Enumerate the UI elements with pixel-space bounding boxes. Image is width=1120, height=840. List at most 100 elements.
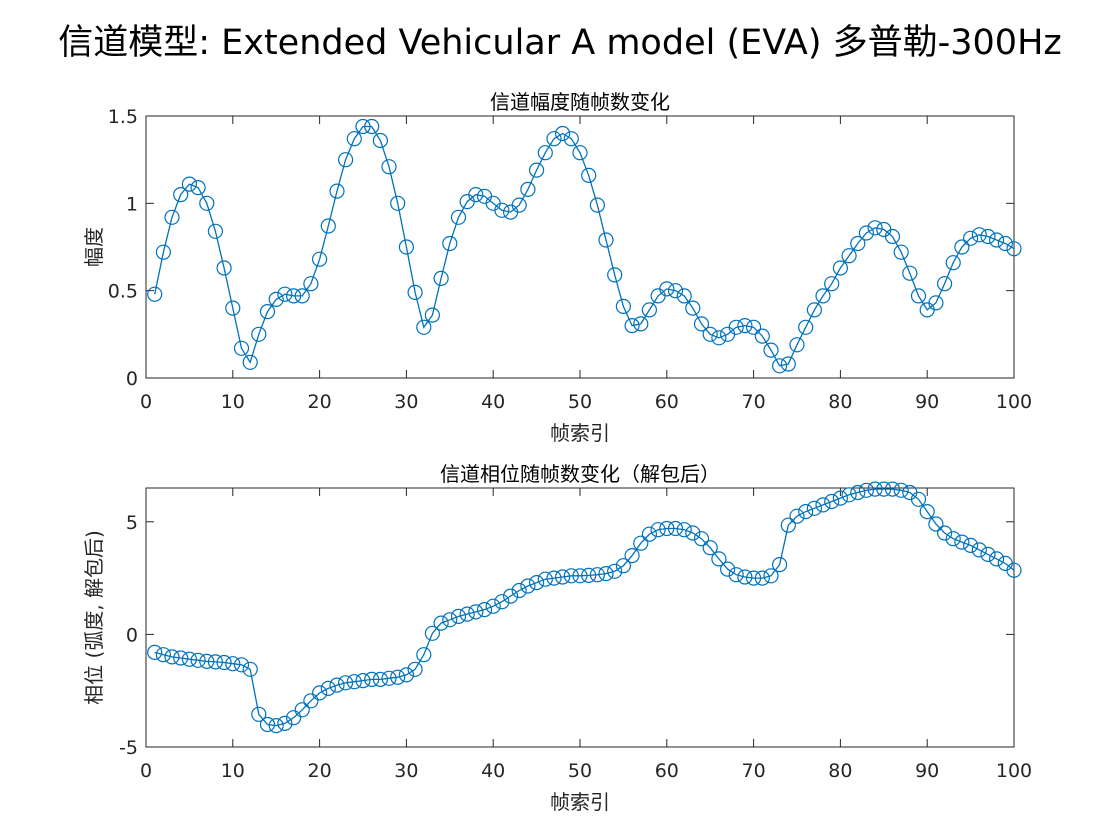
amplitude-ytick-label: 1 — [126, 193, 138, 215]
phase-xtick-label: 30 — [394, 760, 418, 782]
amplitude-data-point — [381, 159, 397, 175]
amplitude-data-point — [867, 220, 883, 236]
amplitude-data-point — [546, 131, 562, 147]
amplitude-data-point — [572, 145, 588, 161]
phase-data-point — [164, 649, 180, 665]
phase-data-point — [667, 520, 684, 537]
amplitude-data-point — [962, 230, 979, 246]
phase-subplot: 0 10 20 30 40 50 60 70 80 90 100-505信道相位随帧数变化（解包后）… — [82, 462, 1032, 814]
phase-data-point — [980, 546, 996, 563]
amplitude-data-point — [789, 337, 805, 353]
phase-data-point — [476, 601, 493, 618]
amplitude-data-point — [702, 326, 718, 342]
amplitude-data-point — [173, 187, 189, 203]
phase-data-point — [676, 522, 692, 538]
amplitude-data-point — [858, 225, 875, 241]
amplitude-ylabel: 幅度 — [82, 227, 106, 267]
amplitude-data-point — [633, 316, 649, 332]
phase-data-point — [893, 482, 909, 498]
amplitude-data-point — [667, 283, 684, 299]
phase-data-point — [971, 542, 987, 558]
amplitude-data-point — [780, 356, 796, 372]
amplitude-title: 信道幅度随帧数变化 — [490, 90, 670, 114]
amplitude-data-point — [277, 286, 293, 302]
amplitude-data-point — [763, 342, 779, 358]
phase-data-point — [745, 570, 762, 586]
amplitude-xtick-label: 0 — [140, 391, 152, 413]
amplitude-data-point — [259, 304, 276, 320]
phase-data-point — [815, 497, 831, 513]
phase-data-point — [381, 670, 397, 686]
phase-data-point — [537, 571, 553, 587]
phase-data-point — [199, 653, 215, 670]
amplitude-data-point — [442, 235, 458, 252]
amplitude-data-point — [450, 209, 467, 225]
amplitude-data-point — [902, 265, 918, 281]
phase-xtick-label: 90 — [915, 760, 939, 782]
amplitude-xtick-label: 100 — [996, 391, 1032, 413]
amplitude-data-point — [841, 248, 857, 264]
phase-data-point — [416, 647, 432, 663]
amplitude-data-point — [364, 118, 380, 135]
amplitude-data-point — [207, 223, 223, 239]
phase-ylabel: 相位 (弧度, 解包后) — [82, 530, 106, 705]
phase-data-point — [268, 717, 284, 734]
amplitude-data-point — [884, 228, 901, 245]
phase-data-point — [329, 677, 345, 693]
amplitude-data-point — [312, 251, 328, 267]
phase-data-point — [598, 565, 614, 582]
amplitude-data-point — [850, 235, 866, 252]
amplitude-data-point — [320, 218, 336, 234]
amplitude-data-point — [971, 227, 987, 243]
phase-data-point — [884, 481, 901, 497]
amplitude-data-point — [563, 131, 579, 147]
phase-data-point — [659, 520, 675, 537]
phase-xtick-label: 20 — [308, 760, 332, 782]
amplitude-xtick-label: 50 — [568, 391, 592, 413]
phase-data-point — [554, 569, 571, 585]
phase-data-point — [824, 493, 840, 510]
phase-data-point — [546, 570, 562, 586]
figure-title: 信道模型: Extended Vehicular A model (EVA) 多… — [58, 23, 1062, 63]
amplitude-data-point — [988, 232, 1005, 248]
amplitude-data-point — [294, 288, 310, 304]
phase-data-point — [685, 525, 701, 541]
phase-data-point — [225, 656, 241, 672]
phase-data-point — [233, 657, 250, 673]
phase-ytick-label: 5 — [126, 512, 138, 534]
phase-data-point — [798, 504, 814, 520]
phase-data-point — [563, 568, 579, 584]
amplitude-data-point — [303, 276, 319, 292]
amplitude-data-point — [641, 302, 658, 318]
amplitude-data-point — [737, 318, 753, 334]
amplitude-data-point — [771, 358, 788, 374]
phase-data-point — [294, 702, 310, 718]
amplitude-xtick-label: 80 — [828, 391, 852, 413]
phase-data-point — [806, 500, 823, 516]
amplitude-data-point — [242, 354, 258, 370]
phase-axes-box — [145, 487, 1015, 748]
phase-data-point — [728, 567, 744, 583]
phase-data-point — [850, 484, 866, 501]
phase-data-point — [528, 574, 545, 591]
amplitude-data-point — [225, 300, 241, 316]
phase-data-point — [207, 654, 223, 670]
phase-data-point — [858, 482, 875, 498]
phase-data-point — [650, 522, 666, 538]
phase-data-point — [390, 669, 406, 685]
phase-data-point — [607, 563, 623, 579]
phase-data-point — [641, 526, 658, 542]
phase-xtick-label: 60 — [655, 760, 679, 782]
amplitude-data-point — [581, 167, 597, 183]
amplitude-data-point — [815, 288, 831, 304]
amplitude-data-point — [832, 260, 849, 276]
amplitude-data-point — [164, 209, 180, 225]
phase-data-point — [737, 569, 753, 585]
amplitude-xtick-label: 60 — [655, 391, 679, 413]
phase-data-point — [242, 661, 258, 677]
phase-data-point — [771, 556, 788, 573]
phase-data-point — [910, 491, 927, 507]
phase-data-point — [876, 481, 892, 497]
phase-data-point — [945, 531, 961, 547]
